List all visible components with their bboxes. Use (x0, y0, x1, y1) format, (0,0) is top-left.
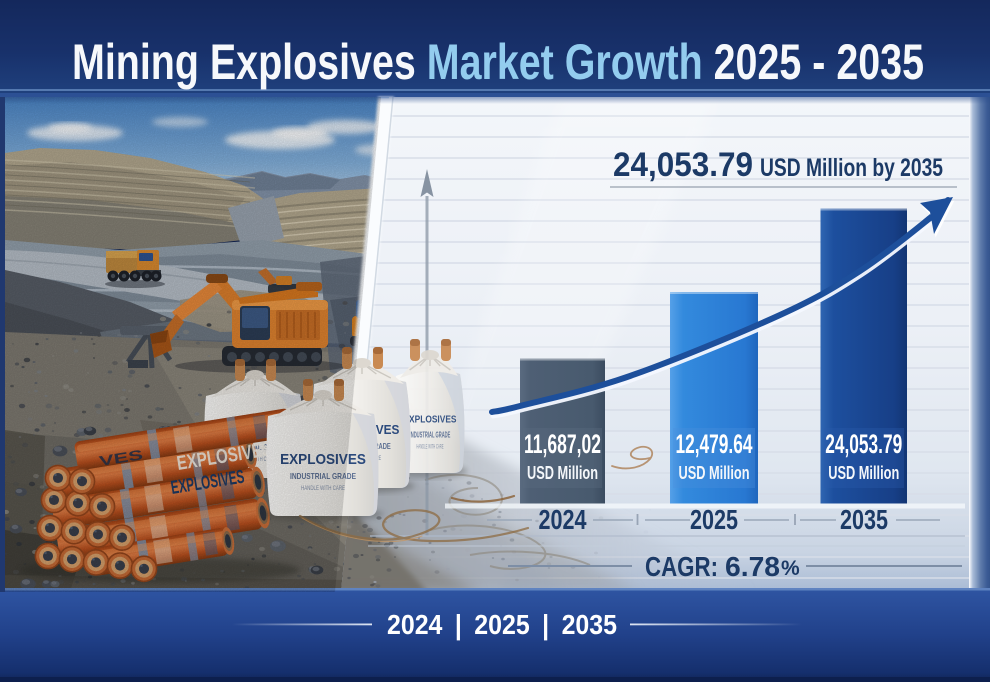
svg-text:INDUSTRIAL GRADE: INDUSTRIAL GRADE (410, 430, 451, 440)
svg-text:Mining Explosives Market Growt: Mining Explosives Market Growth 2025 - 2… (72, 34, 924, 90)
svg-text:USD Million: USD Million (527, 463, 598, 483)
svg-text:12,479.64: 12,479.64 (676, 429, 753, 459)
svg-text:HANDLE WITH CARE: HANDLE WITH CARE (416, 444, 443, 451)
svg-text:EXPLOSIVES: EXPLOSIVES (403, 415, 456, 426)
svg-text:USD Million by 2035: USD Million by 2035 (760, 154, 943, 182)
svg-text:24,053.79: 24,053.79 (613, 146, 753, 184)
svg-text:24,053.79: 24,053.79 (825, 429, 902, 459)
svg-text:2024: 2024 (539, 504, 587, 535)
svg-text:2025: 2025 (690, 504, 738, 535)
svg-text:USD Million: USD Million (828, 463, 899, 483)
svg-text:11,687,02: 11,687,02 (524, 429, 601, 459)
svg-text:CAGR:: CAGR: (645, 551, 718, 582)
svg-text:%: % (781, 557, 800, 580)
svg-text:USD Million: USD Million (679, 463, 750, 483)
svg-text:2024 | 2025 | 2035: 2024 | 2025 | 2035 (387, 609, 617, 640)
svg-text:6.78: 6.78 (725, 551, 780, 582)
svg-text:2035: 2035 (840, 504, 888, 535)
